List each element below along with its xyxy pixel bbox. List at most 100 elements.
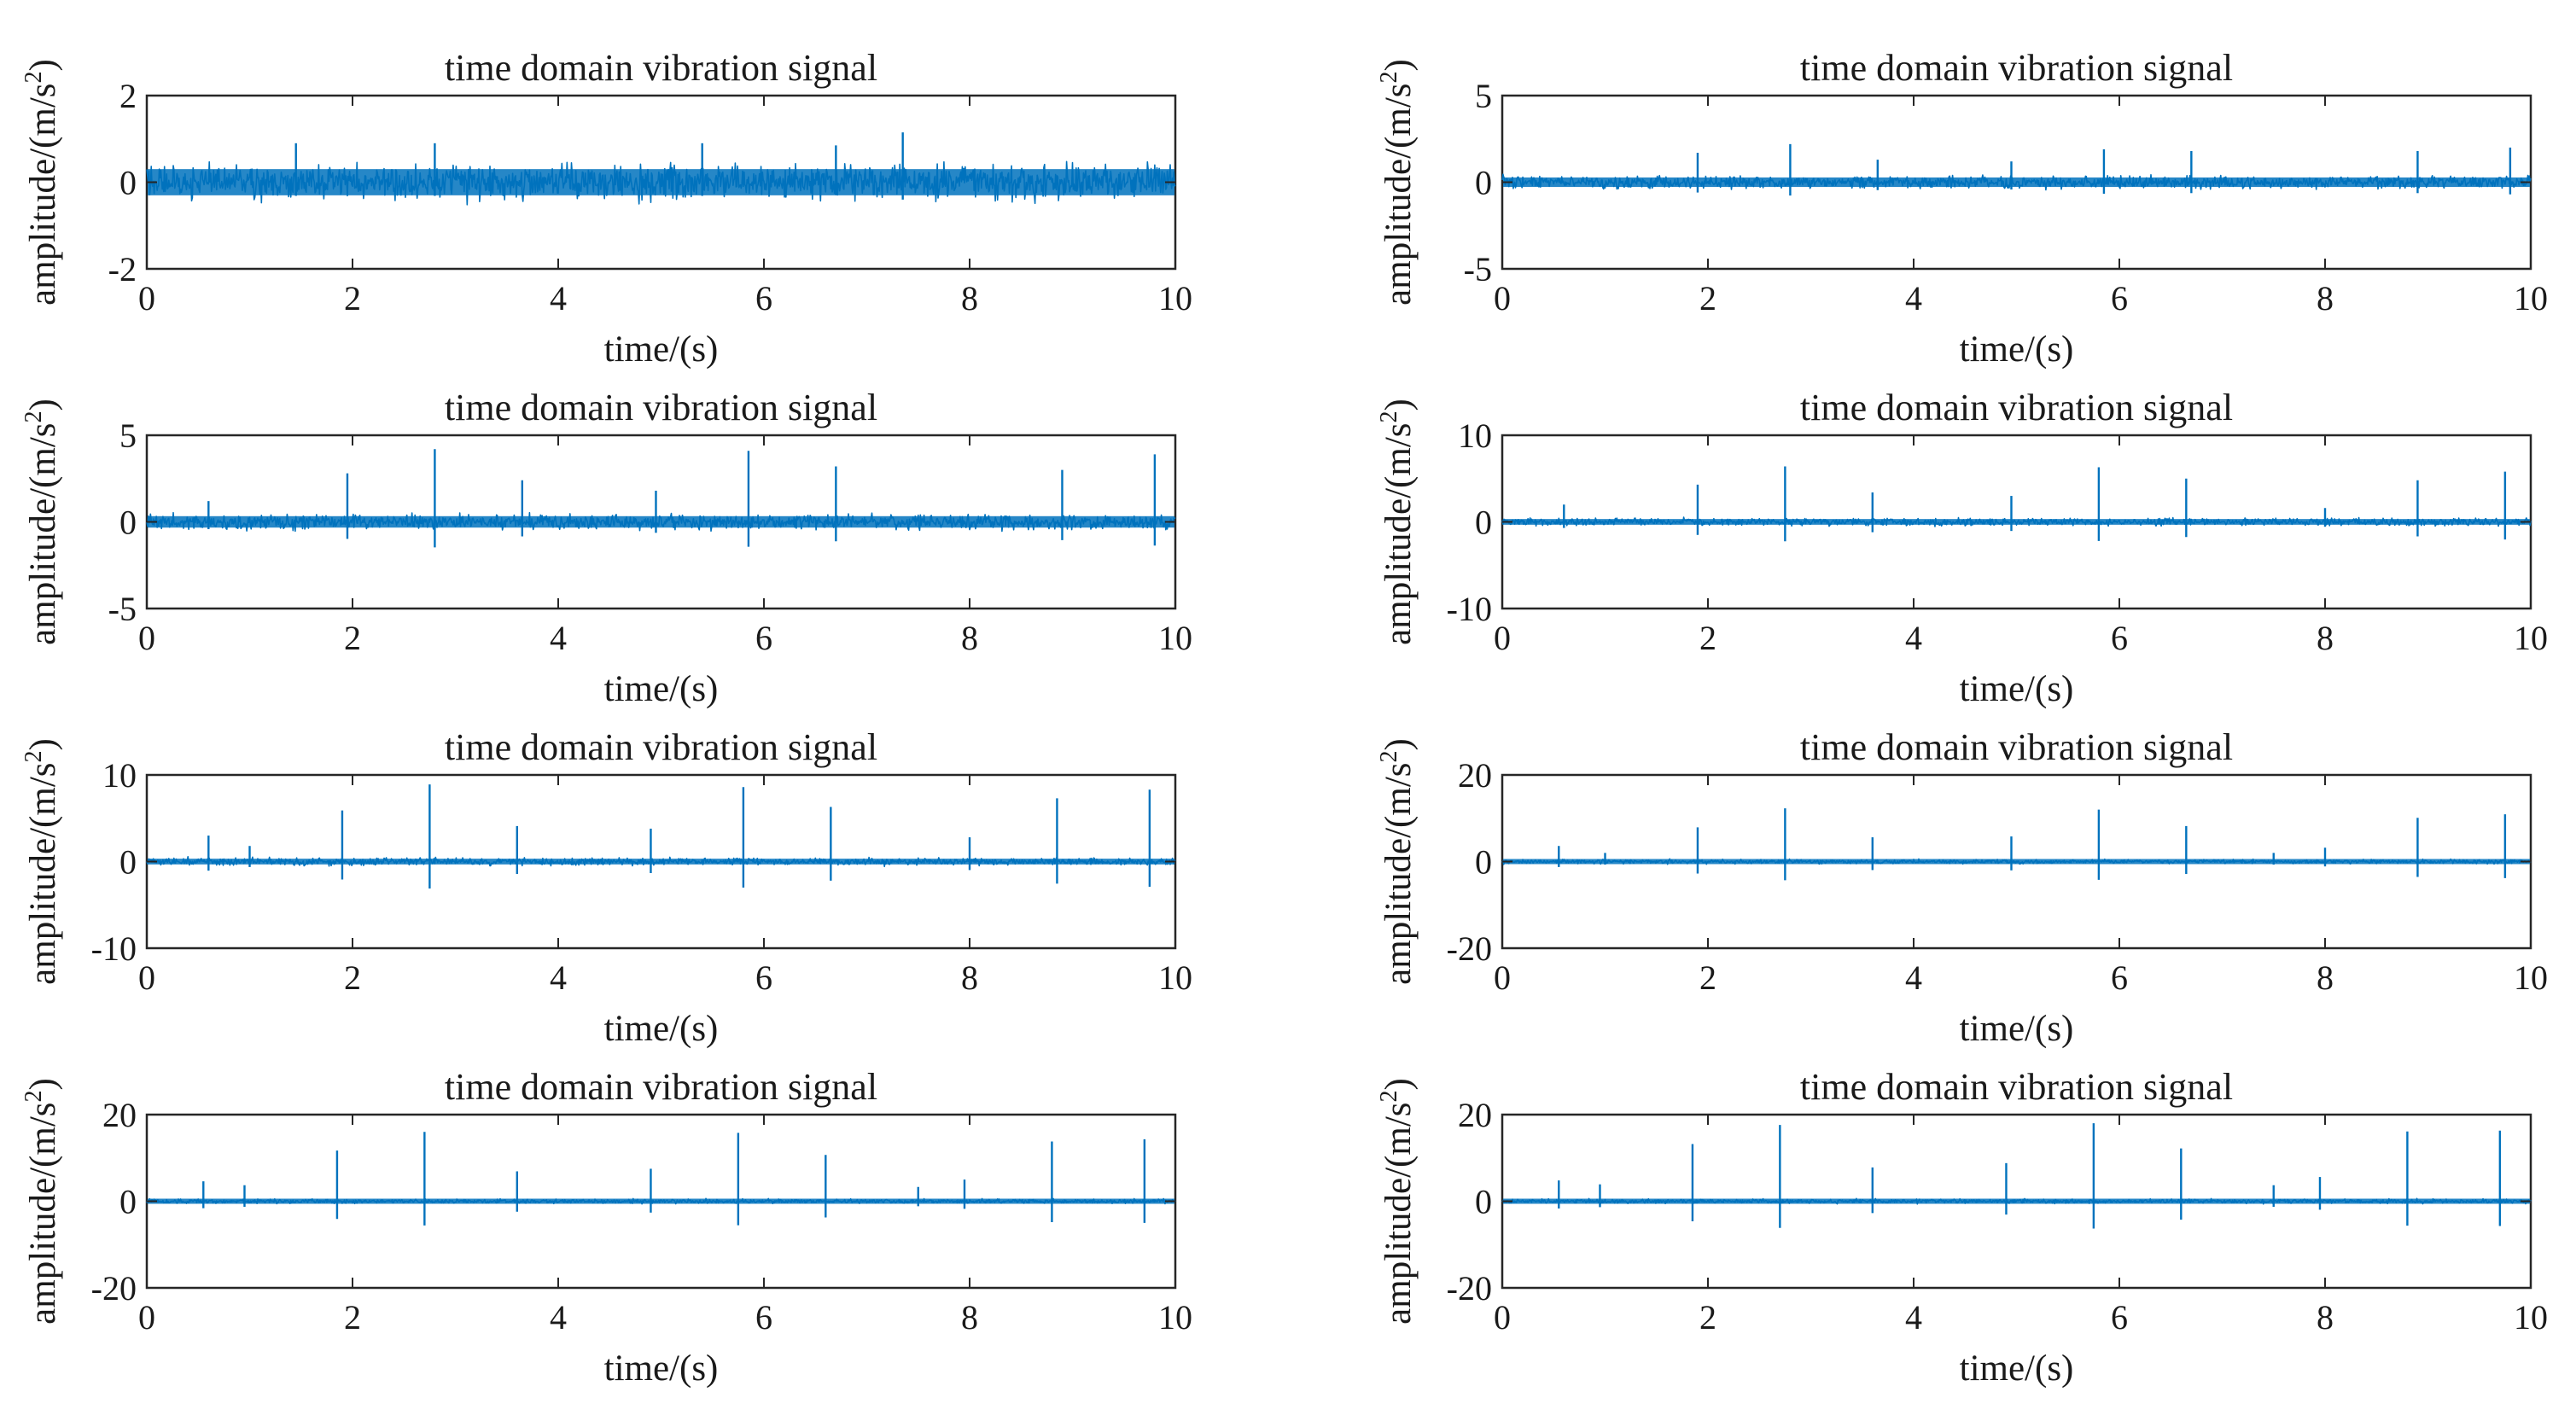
x-tick-label: 0 [1494,619,1511,657]
y-tick-label: 0 [1475,504,1492,542]
x-tick-label: 10 [2514,619,2548,657]
x-tick-label: 4 [550,958,567,997]
x-tick-label: 8 [2317,958,2334,997]
x-axis-label: time/(s) [1960,1348,2074,1389]
x-tick-label: 2 [344,958,361,997]
x-tick-label: 2 [344,1298,361,1337]
y-axis-label: amplitude/(m/s2) [20,399,63,645]
y-tick-label: 0 [1475,1183,1492,1221]
y-axis-label: amplitude/(m/s2) [1376,59,1419,306]
chart-title: time domain vibration signal [445,726,877,768]
x-tick-label: 2 [344,619,361,657]
x-tick-label: 2 [1699,1298,1716,1337]
x-tick-label: 6 [755,619,772,657]
x-tick-label: 0 [1494,279,1511,317]
x-tick-label: 8 [2317,619,2334,657]
x-tick-label: 8 [2317,279,2334,317]
x-tick-label: 4 [1905,958,1922,997]
x-tick-label: 0 [138,958,155,997]
x-axis-label: time/(s) [1960,669,2074,709]
x-tick-label: 4 [550,279,567,317]
x-tick-label: 4 [550,619,567,657]
chart-title: time domain vibration signal [445,1066,877,1108]
x-tick-label: 10 [1158,619,1192,657]
y-tick-label: -5 [1464,250,1492,288]
x-tick-label: 4 [1905,279,1922,317]
signal-band [148,859,1174,865]
signal-band [148,1198,1174,1204]
x-tick-label: 10 [1158,958,1192,997]
y-tick-label: -20 [1447,1269,1492,1307]
y-tick-label: 20 [1458,756,1492,795]
y-tick-label: -10 [91,929,137,968]
x-tick-label: 4 [1905,619,1922,657]
x-axis-label: time/(s) [604,329,719,370]
x-tick-label: 4 [1905,1298,1922,1337]
y-tick-label: 5 [119,416,137,455]
x-tick-label: 8 [961,958,978,997]
signal-band [148,515,1174,528]
y-tick-label: 20 [1458,1096,1492,1134]
x-tick-label: 6 [2111,1298,2128,1337]
x-tick-label: 8 [961,1298,978,1337]
y-axis-label: amplitude/(m/s2) [1376,738,1419,985]
signal-band [1503,1198,2530,1204]
x-tick-label: 6 [2111,958,2128,997]
y-tick-label: 0 [119,1183,137,1221]
x-tick-label: 2 [344,279,361,317]
y-tick-label: 20 [102,1096,137,1134]
y-tick-label: 5 [1475,77,1492,115]
x-tick-label: 10 [2514,958,2548,997]
x-tick-label: 10 [2514,1298,2548,1337]
x-tick-label: 2 [1699,619,1716,657]
signal-band [1503,859,2530,865]
y-tick-label: -20 [91,1269,137,1307]
y-axis-label: amplitude/(m/s2) [1376,399,1419,645]
y-tick-label: 2 [119,77,137,115]
x-tick-label: 6 [2111,619,2128,657]
x-tick-label: 8 [961,619,978,657]
signal-band [1503,177,2530,188]
x-tick-label: 6 [2111,279,2128,317]
x-tick-label: 8 [961,279,978,317]
x-tick-label: 0 [1494,1298,1511,1337]
x-tick-label: 0 [138,1298,155,1337]
y-tick-label: 0 [119,504,137,542]
x-tick-label: 8 [2317,1298,2334,1337]
x-axis-label: time/(s) [1960,1009,2074,1049]
x-tick-label: 6 [755,958,772,997]
y-axis-label: amplitude/(m/s2) [20,738,63,985]
chart-title: time domain vibration signal [445,47,877,89]
x-tick-label: 0 [138,279,155,317]
y-tick-label: -20 [1447,929,1492,968]
y-tick-label: -10 [1447,590,1492,628]
chart-title: time domain vibration signal [1800,387,2233,428]
x-tick-label: 10 [1158,1298,1192,1337]
chart-title: time domain vibration signal [1800,47,2233,89]
x-tick-label: 6 [755,1298,772,1337]
x-tick-label: 0 [1494,958,1511,997]
y-tick-label: -2 [108,250,137,288]
y-tick-label: 0 [119,164,137,202]
chart-title: time domain vibration signal [1800,726,2233,768]
signal-band [1503,519,2530,525]
x-tick-label: 2 [1699,958,1716,997]
y-tick-label: 0 [1475,164,1492,202]
chart-title: time domain vibration signal [445,387,877,428]
y-axis-label: amplitude/(m/s2) [20,1078,63,1325]
y-tick-label: 0 [1475,843,1492,882]
x-tick-label: 10 [1158,279,1192,317]
x-axis-label: time/(s) [604,669,719,709]
signal-band [148,169,1174,195]
x-axis-label: time/(s) [1960,329,2074,370]
x-tick-label: 10 [2514,279,2548,317]
